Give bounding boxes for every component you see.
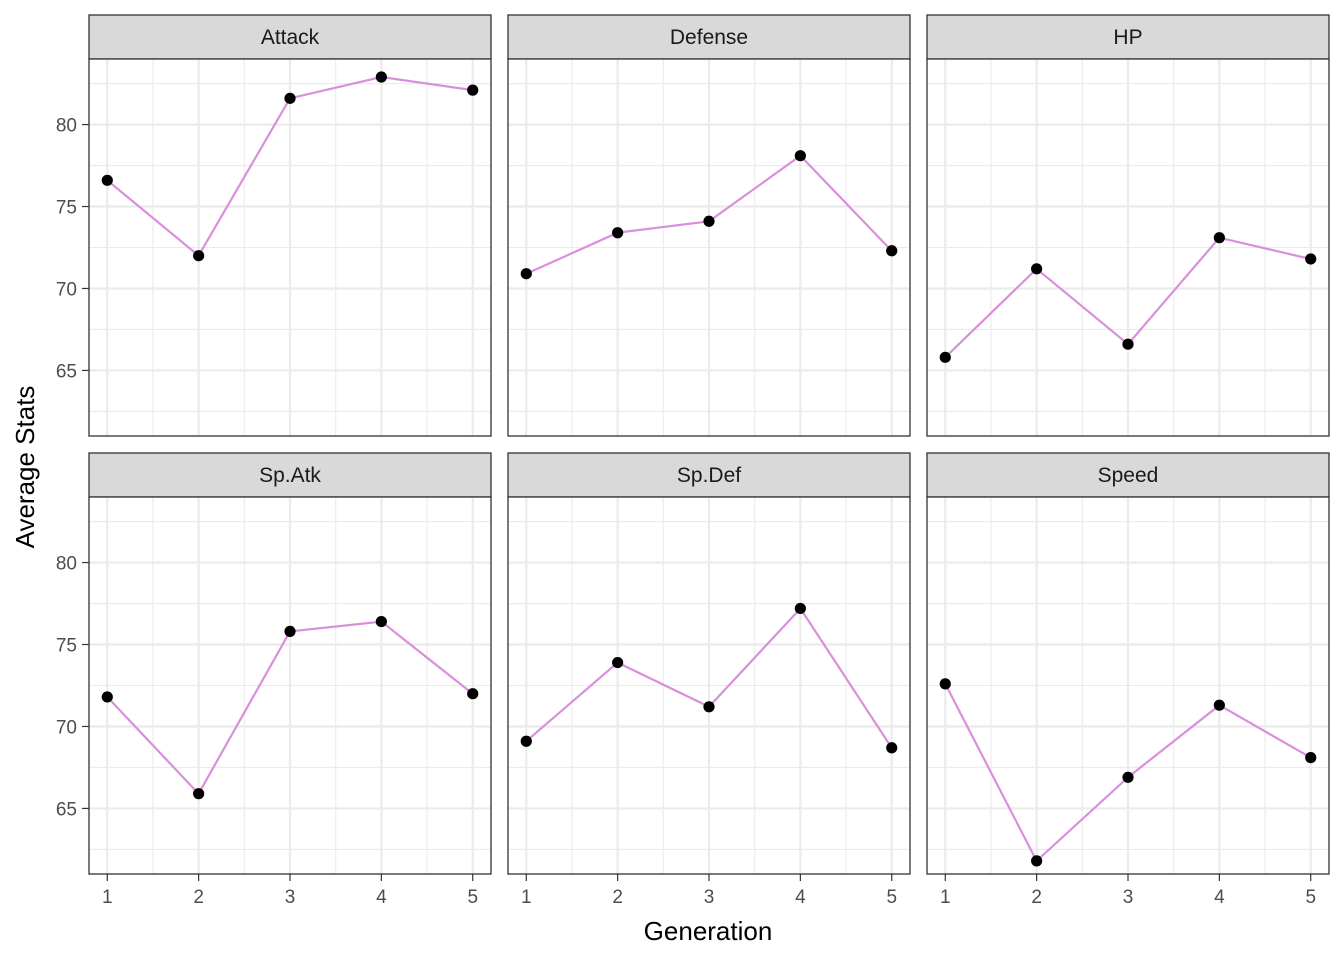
data-point [1213,699,1225,711]
x-tick-label: 3 [704,887,715,908]
panel-border [507,58,911,437]
data-point [1305,752,1317,764]
y-tick-label: 75 [56,198,77,219]
y-tick-label: 65 [56,799,77,820]
data-point [375,615,387,628]
facet-strip-label: Attack [261,26,320,49]
panel-border [926,58,1330,437]
data-point [284,625,296,638]
x-tick-label: 1 [521,887,532,908]
facet-strip-label: Speed [1098,464,1159,487]
x-tick-label: 2 [1031,887,1042,908]
data-point [703,215,715,227]
data-point [794,150,806,162]
x-tick-label: 2 [612,887,623,908]
x-tick-label: 3 [1123,887,1134,908]
facet-strip [88,14,492,60]
grid-lines [89,59,491,436]
x-tick-label: 2 [193,887,204,908]
facet-panel-defense: Defense [507,14,911,437]
data-point [703,701,715,713]
data-point [1305,253,1317,265]
grid-lines [927,497,1329,874]
x-tick-label: 4 [376,887,387,908]
facet-strip [926,14,1330,60]
x-axis-title: Generation [644,916,773,946]
data-point [520,268,532,280]
x-tick-label: 5 [1305,887,1316,908]
facet-panels: Attack Defense HP Sp.Atk Sp.Def Speed [88,14,1330,875]
data-point [886,742,898,754]
y-tick-label: 65 [56,361,77,382]
facet-panel-sp-atk: Sp.Atk [88,452,492,875]
facet-strip [507,452,911,498]
data-point [1213,232,1225,244]
data-point [794,602,806,615]
data-point [467,688,479,700]
data-point [1031,855,1043,867]
panel-border [88,58,492,437]
facet-panel-hp: HP [926,14,1330,437]
y-tick-label: 75 [56,636,77,657]
x-tick-label: 4 [1214,887,1225,908]
y-tick-label: 80 [56,116,77,137]
data-point [612,227,624,239]
grid-lines [508,59,910,436]
x-tick-label: 4 [795,887,806,908]
y-tick-label: 80 [56,554,77,575]
data-point [193,788,205,800]
data-point [1122,338,1134,350]
x-axis-ticks: 1 2 3 4 5 1 2 3 4 5 1 2 3 4 5 [102,874,1316,908]
data-point [520,735,532,747]
data-point [939,351,951,363]
data-point [939,678,951,690]
grid-lines [927,59,1329,436]
data-point [1122,771,1134,783]
y-axis-ticks: 65 70 75 80 65 70 75 80 [56,116,89,820]
x-tick-label: 3 [285,887,296,908]
data-point [375,71,387,83]
grid-lines [508,497,910,874]
facet-panel-speed: Speed [926,452,1330,875]
facet-strip-label: HP [1113,26,1142,49]
x-tick-label: 5 [886,887,897,908]
y-axis-title: Average Stats [10,386,40,549]
x-tick-label: 1 [940,887,951,908]
facet-panel-attack: Attack [88,14,492,437]
grid-lines [89,497,491,874]
y-tick-label: 70 [56,717,77,738]
data-point [284,92,296,104]
data-point [101,174,113,186]
data-point [612,656,624,669]
data-point [101,691,113,703]
y-tick-label: 70 [56,279,77,300]
facet-strip-label: Sp.Atk [259,464,321,487]
facet-strip-label: Defense [670,26,748,49]
x-tick-label: 1 [102,887,113,908]
facet-strip-label: Sp.Def [677,464,741,487]
facet-strip [507,14,911,60]
data-point [467,84,479,96]
data-point [886,245,898,257]
data-point [193,250,205,262]
x-tick-label: 5 [467,887,478,908]
facet-strip [88,452,492,498]
facet-strip [926,452,1330,498]
facet-panel-sp-def: Sp.Def [507,452,911,875]
data-point [1031,263,1043,275]
